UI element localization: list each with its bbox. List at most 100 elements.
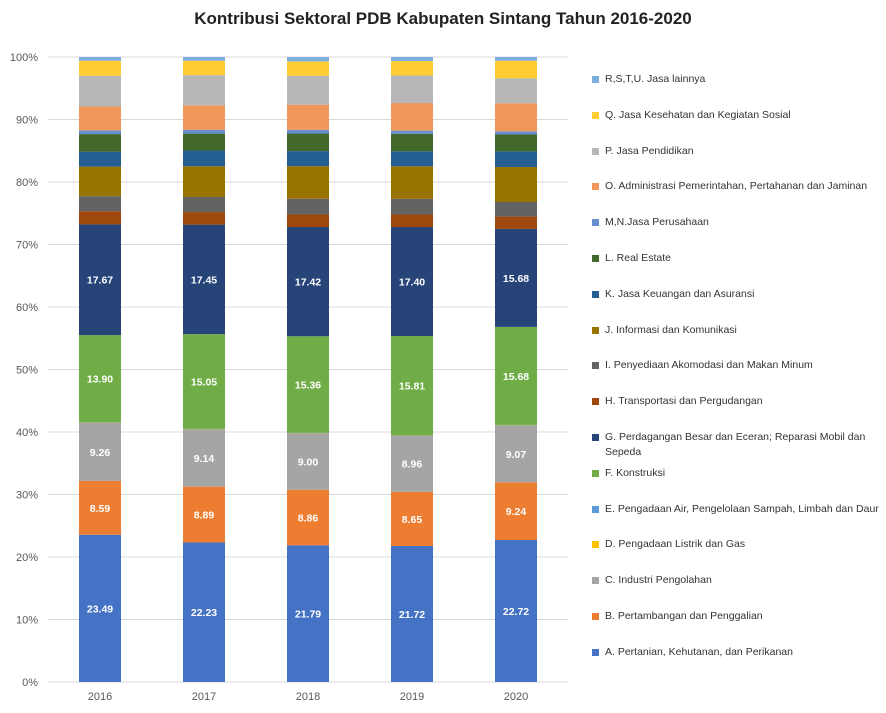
- bar-segment: [183, 133, 225, 151]
- bar-segment: [495, 60, 537, 79]
- data-label: 22.23: [191, 607, 217, 619]
- bar-segment: [495, 131, 537, 135]
- bar-segment: [391, 103, 433, 131]
- bar-segment: [183, 428, 225, 430]
- data-label: 8.86: [298, 513, 319, 525]
- bar-segment: [183, 150, 225, 167]
- bar-segment: [287, 433, 329, 490]
- legend-item: I. Penyediaan Akomodasi dan Makan Minum: [592, 358, 813, 373]
- bar-segment: [79, 224, 121, 336]
- bar-segment: [183, 196, 225, 213]
- bar-segment: [287, 129, 329, 134]
- y-tick-label: 40%: [16, 427, 38, 439]
- bar-segment: [495, 216, 537, 229]
- legend-item: G. Perdagangan Besar dan Eceran; Reparas…: [592, 430, 882, 460]
- legend-swatch: [592, 219, 599, 227]
- data-label: 15.36: [295, 379, 321, 391]
- legend-label: O. Administrasi Pemerintahan, Pertahanan…: [605, 180, 868, 193]
- data-label: 8.89: [194, 510, 215, 522]
- bar-segment: [79, 166, 121, 197]
- bar-segment: [495, 539, 537, 682]
- legend-label: G. Perdagangan Besar dan Eceran; Reparas…: [605, 431, 866, 458]
- legend-swatch: [592, 398, 599, 406]
- data-label: 17.67: [87, 275, 113, 287]
- bar-segment: [391, 133, 433, 152]
- bar-segment: [495, 151, 537, 168]
- legend-item: A. Pertanian, Kehutanan, dan Perikanan: [592, 645, 793, 660]
- legend-label: R,S,T,U. Jasa lainnya: [605, 73, 706, 85]
- legend-label: F. Konstruksi: [605, 466, 666, 479]
- data-label: 17.40: [399, 277, 425, 289]
- legend-item: B. Pertambangan dan Penggalian: [592, 609, 763, 624]
- y-tick-label: 10%: [16, 615, 38, 627]
- bar-segment: [391, 61, 433, 76]
- data-label: 8.59: [90, 503, 111, 515]
- legend-label: D. Pengadaan Listrik dan Gas: [605, 538, 746, 551]
- bar-segment: [391, 151, 433, 167]
- bar-segment: [495, 134, 537, 152]
- data-label: 21.72: [399, 609, 425, 621]
- data-label: 9.07: [506, 449, 527, 461]
- data-labels: 23.49 8.59 9.26 13.90 17.67 22.23 8.89 9.14 15.0…: [87, 273, 529, 621]
- bar-segment: [391, 491, 433, 546]
- y-tick-label: 70%: [16, 240, 38, 252]
- y-tick-label: 0%: [22, 677, 38, 689]
- x-tick-label: 2017: [192, 691, 216, 703]
- bar-segment: [183, 57, 225, 61]
- y-tick-label: 100%: [10, 52, 38, 64]
- bar-segment: [183, 334, 225, 429]
- data-label: 15.68: [503, 371, 529, 383]
- legend-label: Q. Jasa Kesehatan dan Kegiatan Sosial: [605, 108, 791, 121]
- data-label: 21.79: [295, 609, 321, 621]
- y-axis: 0% 10% 20% 30% 40% 50% 60% 70% 80% 90% 100%: [10, 52, 38, 689]
- bar-segment: [183, 429, 225, 487]
- bar-segment: [183, 129, 225, 134]
- bar-segment: [287, 61, 329, 76]
- bar-segment: [391, 435, 433, 436]
- bar-segment: [287, 545, 329, 682]
- bar-segment: [79, 196, 121, 212]
- chart-title: Kontribusi Sektoral PDB Kabupaten Sintan…: [194, 9, 692, 28]
- legend-swatch: [592, 577, 599, 585]
- legend-swatch: [592, 541, 599, 549]
- x-tick-label: 2020: [504, 691, 528, 703]
- bar-segment: [495, 482, 537, 540]
- legend-swatch: [592, 434, 599, 441]
- legend-item: L. Real Estate: [592, 251, 671, 266]
- bar-segment: [287, 166, 329, 199]
- legend-label: A. Pertanian, Kehutanan, dan Perikanan: [605, 645, 793, 658]
- legend-item: D. Pengadaan Listrik dan Gas: [592, 537, 745, 552]
- bar-segment: [183, 428, 225, 430]
- data-label: 17.45: [191, 274, 217, 286]
- legend-swatch: [592, 362, 599, 370]
- legend-item: F. Konstruksi: [592, 466, 665, 481]
- x-axis: 2016 2017 2018 2019 2020: [88, 691, 528, 703]
- bar-segment: [79, 422, 121, 424]
- legend-label: J. Informasi dan Komunikasi: [605, 323, 737, 336]
- bar-segment: [287, 151, 329, 167]
- legend-label: C. Industri Pengolahan: [605, 574, 712, 587]
- data-label: 9.00: [298, 456, 319, 468]
- bar-segment: [79, 60, 121, 76]
- bar-segment: [79, 151, 121, 167]
- legend-label: I. Penyediaan Akomodasi dan Makan Minum: [605, 359, 813, 372]
- legend-swatch: [592, 469, 599, 477]
- bar-segment: [183, 224, 225, 335]
- legend-swatch: [592, 648, 599, 656]
- bars: [79, 57, 537, 682]
- legend-label: B. Pertambangan dan Penggalian: [605, 610, 763, 622]
- legend-swatch: [592, 255, 599, 262]
- bar-segment: [287, 133, 329, 152]
- bar-segment: [183, 60, 225, 76]
- bar-segment: [495, 425, 537, 483]
- bar-segment: [79, 422, 121, 481]
- legend-label: K. Jasa Keuangan dan Asuransi: [605, 287, 755, 300]
- x-tick-label: 2019: [400, 691, 424, 703]
- legend-swatch: [592, 183, 599, 191]
- legend-swatch: [592, 613, 599, 620]
- bar-segment: [495, 424, 537, 426]
- legend-label: L. Real Estate: [605, 252, 671, 264]
- bar-segment: [495, 326, 537, 425]
- y-tick-label: 60%: [16, 302, 38, 314]
- bar-segment: [495, 228, 537, 327]
